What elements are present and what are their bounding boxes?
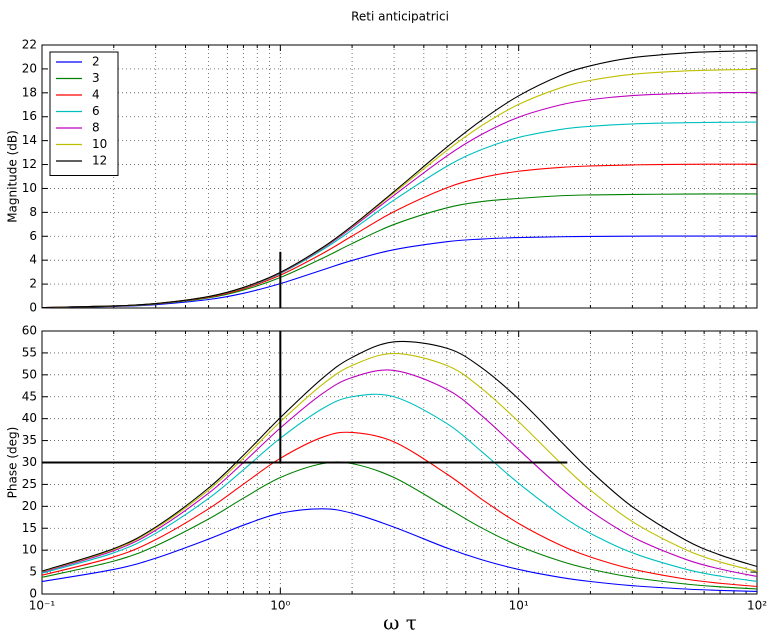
- y-tick-label: 40: [22, 411, 37, 425]
- y-tick-label: 50: [22, 367, 37, 381]
- y-tick-label: 18: [22, 85, 37, 99]
- legend-label: 10: [92, 137, 107, 151]
- y-tick-label: 0: [29, 301, 37, 315]
- series-line: [41, 50, 758, 309]
- axes-frame: [41, 44, 758, 309]
- legend-label: 2: [92, 55, 100, 69]
- legend-box: [49, 51, 119, 176]
- x-tick-label: 10¹: [509, 599, 529, 613]
- y-tick-label: 45: [22, 389, 37, 403]
- x-tick-label: 10⁰: [270, 599, 290, 613]
- y-axis-label: Phase (deg): [6, 427, 20, 499]
- legend-label: 12: [92, 154, 107, 168]
- y-tick-label: 4: [29, 253, 37, 267]
- legend: 2 3 4 6 8 10 12: [49, 51, 119, 176]
- y-tick-label: 10: [22, 181, 37, 195]
- y-tick-label: 20: [22, 61, 37, 75]
- y-tick-label: 30: [22, 455, 37, 469]
- legend-label: 8: [92, 121, 100, 135]
- series-line: [41, 369, 758, 578]
- y-tick-label: 2: [29, 277, 37, 291]
- y-tick-label: 16: [22, 109, 37, 123]
- y-tick-label: 55: [22, 345, 37, 359]
- y-tick-label: 25: [22, 477, 37, 491]
- x-axis-label: ω τ: [383, 611, 417, 635]
- plot-area: 0 2 4 6 8 10 12 14 16 18 20 22 Magnitude (dB) 2 3 4 6 8 10…: [6, 38, 758, 315]
- series-line: [41, 461, 758, 590]
- y-tick-label: 15: [22, 521, 37, 535]
- series-line: [41, 352, 758, 573]
- series-line: [41, 340, 758, 572]
- y-tick-label: 20: [22, 499, 37, 513]
- y-axis-label: Magnitude (dB): [6, 130, 20, 223]
- legend-label: 6: [92, 104, 100, 118]
- y-tick-label: 22: [22, 38, 37, 52]
- legend-label: 3: [92, 71, 100, 85]
- y-tick-label: 5: [29, 565, 37, 579]
- legend-label: 4: [92, 88, 100, 102]
- y-tick-label: 0: [29, 587, 37, 601]
- y-tick-label: 14: [22, 133, 37, 147]
- series-line: [41, 235, 757, 309]
- series-line: [41, 431, 758, 588]
- y-tick-label: 12: [22, 157, 37, 171]
- y-tick-label: 35: [22, 433, 37, 447]
- series-line: [41, 393, 758, 583]
- x-tick-label: 10²: [747, 599, 767, 613]
- y-tick-label: 60: [22, 324, 37, 338]
- y-tick-label: 10: [22, 543, 37, 557]
- plot-background: [42, 45, 757, 308]
- x-tick-label: 10⁻¹: [29, 599, 56, 613]
- y-tick-label: 6: [29, 229, 37, 243]
- chart-title: Reti anticipatrici: [351, 10, 449, 24]
- y-tick-label: 8: [29, 205, 37, 219]
- plot-area: 10⁻¹ 10⁰ 10¹ 10² 0 5 10 15 20 25 30 35 40 45 50 55 60 Pha…: [6, 324, 768, 613]
- series-line: [41, 508, 758, 593]
